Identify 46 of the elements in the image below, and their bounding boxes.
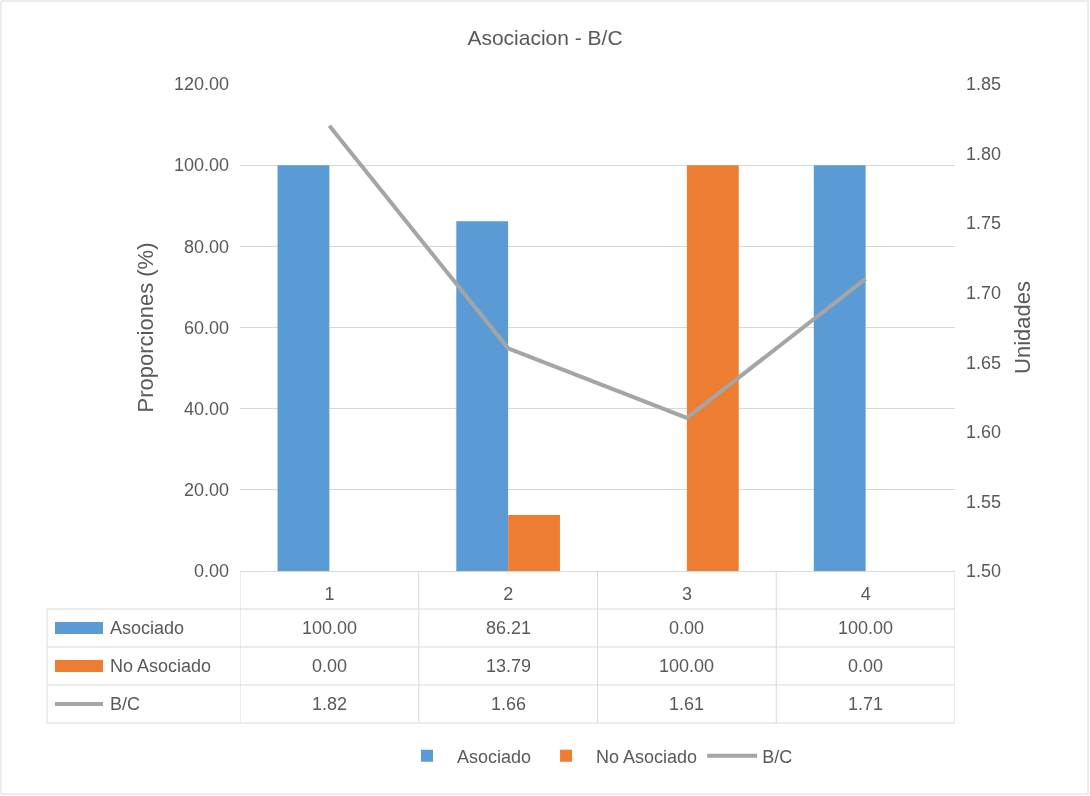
x-tick-label: 4 (860, 583, 871, 604)
y2-tick-label: 1.80 (966, 143, 1002, 164)
y-tick-label: 120.00 (173, 74, 229, 95)
text: Asociado (457, 746, 532, 767)
y2-tick-label: 1.60 (966, 422, 1002, 443)
data-label: 1.82 (312, 694, 348, 714)
y2-tick-label: 1.85 (966, 74, 1002, 95)
x-tick-label: 3 (681, 583, 692, 604)
data-label: 0.00 (669, 618, 705, 638)
bar (456, 221, 509, 571)
y-tick-label: 40.00 (183, 398, 229, 419)
y-tick-label: 0.00 (193, 561, 229, 582)
y-tick-label: 100.00 (173, 155, 229, 176)
x-tick-label: 2 (503, 583, 514, 604)
bar (508, 515, 560, 571)
bar (813, 165, 866, 571)
y2-tick-label: 1.65 (966, 352, 1002, 373)
y-tick-label: 20.00 (183, 480, 229, 501)
y-tick-label: 60.00 (183, 317, 229, 338)
y-axis-title: Proporciones (%) (132, 242, 158, 413)
line-series (327, 123, 868, 420)
x-tick-label: 1 (324, 583, 335, 604)
y-tick-label: 80.00 (183, 236, 229, 257)
data-label: 13.79 (486, 656, 532, 676)
y2-axis-title: Unidades (1009, 281, 1035, 374)
text: No Asociado (110, 656, 212, 676)
legend-label: No Asociado (596, 746, 698, 767)
data-label: 1.66 (491, 694, 527, 714)
text: B/C (110, 694, 141, 714)
y2-tick-label: 1.75 (966, 213, 1002, 234)
legend-label: B/C (762, 746, 793, 767)
legend-label: Asociado (110, 618, 185, 638)
bar (277, 165, 330, 571)
y2-tick-label: 1.50 (966, 561, 1002, 582)
data-label: 100.00 (302, 618, 358, 638)
data-label: 100.00 (659, 656, 715, 676)
bar (686, 165, 739, 571)
data-label: 1.71 (848, 694, 884, 714)
y2-tick-label: 1.70 (966, 283, 1002, 304)
y2-tick-label: 1.55 (966, 491, 1002, 512)
data-label: 86.21 (486, 618, 532, 638)
data-label: 0.00 (848, 656, 884, 676)
data-label: 0.00 (312, 656, 348, 676)
chart-title: Asociacion - B/C (467, 26, 623, 50)
data-label: 1.61 (669, 694, 705, 714)
data-label: 100.00 (838, 618, 894, 638)
